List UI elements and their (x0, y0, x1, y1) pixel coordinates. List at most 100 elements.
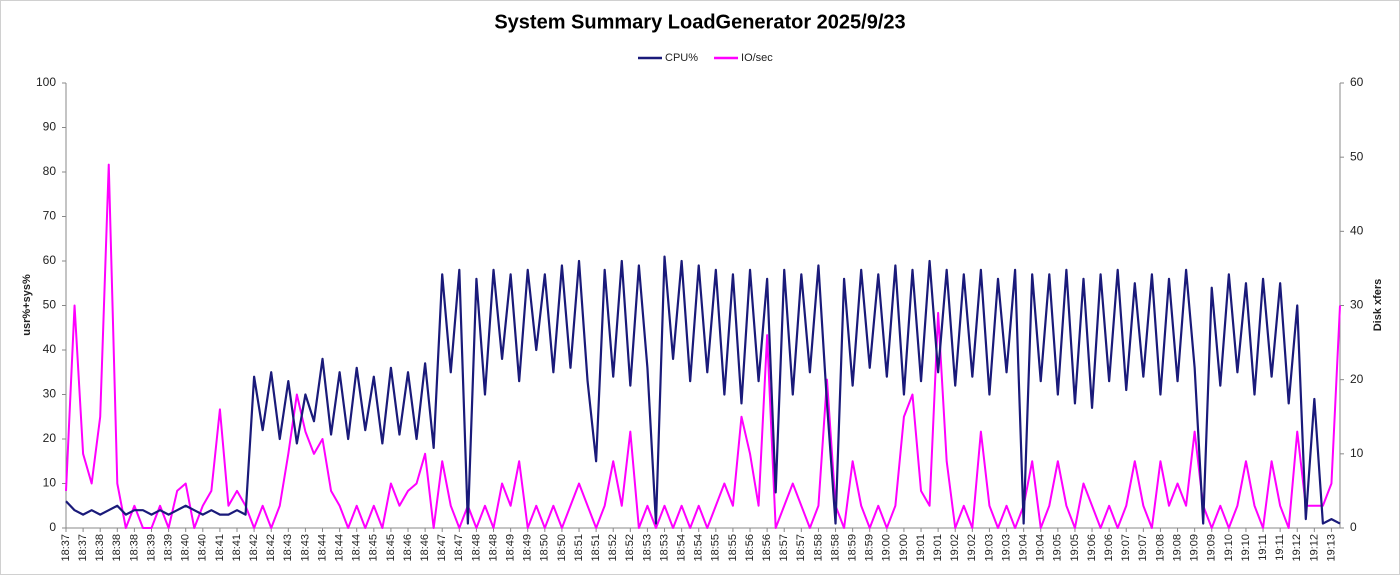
x-tick-label: 19:04 (1035, 534, 1047, 562)
x-tick-label: 18:43 (299, 534, 311, 562)
x-tick-label: 18:48 (487, 534, 499, 562)
x-tick-label: 19:06 (1086, 534, 1098, 562)
y-tick-label: 30 (43, 387, 57, 401)
x-tick-label: 18:56 (761, 534, 773, 562)
x-tick-label: 19:05 (1069, 534, 1081, 562)
y2-tick-label: 40 (1350, 224, 1364, 238)
x-tick-label: 18:57 (795, 534, 807, 562)
x-tick-label: 18:38 (111, 534, 123, 562)
x-tick-label: 18:56 (744, 534, 756, 562)
x-tick-label: 19:12 (1291, 534, 1303, 562)
x-tick-label: 18:43 (282, 534, 294, 562)
y-tick-label: 50 (43, 298, 57, 312)
x-tick-label: 19:02 (966, 534, 978, 562)
x-tick-label: 19:11 (1257, 534, 1269, 561)
x-tick-label: 19:10 (1240, 534, 1252, 562)
x-tick-label: 18:46 (402, 534, 414, 562)
y2-tick-label: 50 (1350, 149, 1364, 163)
x-tick-label: 18:58 (812, 534, 824, 562)
y2-tick-label: 0 (1350, 520, 1357, 534)
y-tick-label: 10 (43, 476, 57, 490)
x-tick-label: 18:48 (470, 534, 482, 562)
y-tick-label: 0 (49, 520, 56, 534)
x-tick-label: 19:09 (1206, 534, 1218, 562)
y2-axis-title: Disk xfers (1372, 279, 1384, 332)
x-tick-label: 18:49 (522, 534, 534, 562)
x-tick-label: 18:38 (128, 534, 140, 562)
x-tick-label: 19:07 (1137, 534, 1149, 562)
x-tick-label: 18:51 (573, 534, 585, 562)
x-tick-label: 19:12 (1308, 534, 1320, 562)
y2-tick-label: 10 (1350, 446, 1364, 460)
x-tick-label: 18:42 (248, 534, 260, 562)
x-tick-label: 18:59 (847, 534, 859, 562)
chart-title: System Summary LoadGenerator 2025/9/23 (494, 11, 905, 33)
x-tick-label: 18:47 (453, 534, 465, 562)
x-tick-label: 18:37 (60, 534, 72, 562)
x-tick-label: 18:55 (710, 534, 722, 562)
x-tick-label: 18:40 (180, 534, 192, 562)
x-tick-label: 19:08 (1171, 534, 1183, 562)
x-tick-label: 18:52 (607, 534, 619, 562)
x-tick-label: 18:44 (351, 534, 363, 562)
y2-tick-label: 60 (1350, 75, 1364, 89)
y-tick-label: 60 (43, 253, 57, 267)
x-tick-label: 18:45 (385, 534, 397, 562)
x-tick-label: 18:39 (145, 534, 157, 562)
y2-tick-label: 20 (1350, 372, 1364, 386)
x-tick-label: 18:58 (829, 534, 841, 562)
x-tick-label: 18:50 (556, 534, 568, 562)
y-tick-label: 20 (43, 431, 57, 445)
legend-label: CPU% (665, 52, 698, 64)
x-tick-label: 19:10 (1223, 534, 1235, 562)
x-tick-label: 19:08 (1154, 534, 1166, 562)
x-tick-label: 19:01 (915, 534, 927, 562)
x-tick-label: 18:49 (505, 534, 517, 562)
x-tick-label: 18:47 (436, 534, 448, 562)
x-tick-label: 18:51 (590, 534, 602, 562)
x-tick-label: 18:41 (231, 534, 243, 562)
y-tick-label: 100 (36, 75, 56, 89)
y-tick-label: 80 (43, 164, 57, 178)
x-tick-label: 18:44 (334, 534, 346, 562)
x-tick-label: 18:46 (419, 534, 431, 562)
x-tick-label: 19:07 (1120, 534, 1132, 562)
x-tick-label: 19:02 (949, 534, 961, 562)
x-tick-label: 18:45 (368, 534, 380, 562)
x-tick-label: 19:04 (1018, 534, 1030, 562)
x-tick-label: 18:57 (778, 534, 790, 562)
x-tick-label: 19:13 (1325, 534, 1337, 562)
x-tick-label: 18:59 (864, 534, 876, 562)
x-tick-label: 19:03 (983, 534, 995, 562)
x-tick-label: 19:06 (1103, 534, 1115, 562)
x-tick-label: 18:53 (658, 534, 670, 562)
x-tick-label: 19:00 (881, 534, 893, 562)
x-tick-label: 18:40 (197, 534, 209, 562)
x-tick-label: 19:05 (1052, 534, 1064, 562)
series-line (65, 163, 1341, 529)
x-tick-label: 18:37 (77, 534, 89, 562)
x-tick-label: 19:11 (1274, 534, 1286, 561)
y2-tick-label: 30 (1350, 298, 1364, 312)
y-axis-title: usr%+sys% (21, 274, 33, 336)
x-tick-label: 18:50 (539, 534, 551, 562)
y-tick-label: 40 (43, 342, 57, 356)
legend-label: IO/sec (741, 52, 773, 64)
x-tick-label: 18:41 (214, 534, 226, 562)
x-tick-label: 19:09 (1189, 534, 1201, 562)
y-tick-label: 90 (43, 120, 57, 134)
y-tick-label: 70 (43, 209, 57, 223)
x-tick-label: 18:53 (641, 534, 653, 562)
x-tick-label: 18:42 (265, 534, 277, 562)
x-tick-label: 18:55 (727, 534, 739, 562)
x-tick-label: 18:39 (163, 534, 175, 562)
x-tick-label: 18:54 (693, 534, 705, 562)
series-line (65, 255, 1341, 525)
x-tick-label: 18:52 (624, 534, 636, 562)
x-tick-label: 18:54 (676, 534, 688, 562)
x-tick-label: 18:38 (94, 534, 106, 562)
x-tick-label: 19:00 (898, 534, 910, 562)
x-tick-label: 18:44 (316, 534, 328, 562)
x-tick-label: 19:03 (1000, 534, 1012, 562)
